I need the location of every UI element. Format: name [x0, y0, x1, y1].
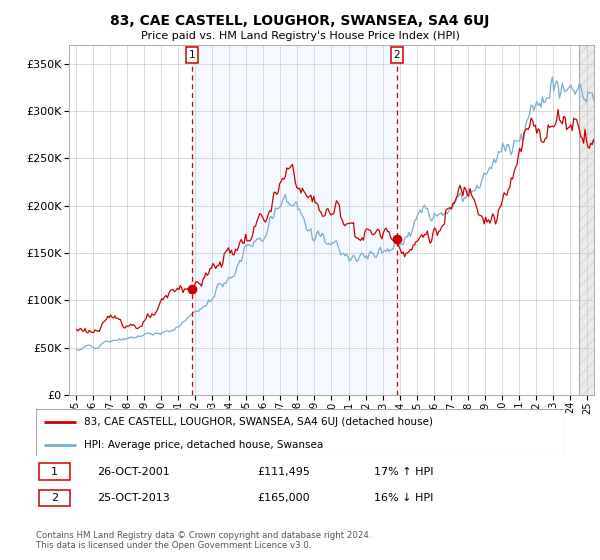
Text: 17% ↑ HPI: 17% ↑ HPI: [374, 466, 433, 477]
Text: 26-OCT-2001: 26-OCT-2001: [97, 466, 169, 477]
Text: Contains HM Land Registry data © Crown copyright and database right 2024.
This d: Contains HM Land Registry data © Crown c…: [36, 531, 371, 550]
Text: £111,495: £111,495: [258, 466, 311, 477]
FancyBboxPatch shape: [38, 463, 70, 480]
Text: Price paid vs. HM Land Registry's House Price Index (HPI): Price paid vs. HM Land Registry's House …: [140, 31, 460, 41]
Text: HPI: Average price, detached house, Swansea: HPI: Average price, detached house, Swan…: [83, 440, 323, 450]
Text: 83, CAE CASTELL, LOUGHOR, SWANSEA, SA4 6UJ (detached house): 83, CAE CASTELL, LOUGHOR, SWANSEA, SA4 6…: [83, 417, 433, 427]
FancyBboxPatch shape: [38, 490, 70, 506]
Text: 1: 1: [189, 50, 196, 60]
Bar: [578, 45, 596, 395]
Text: 83, CAE CASTELL, LOUGHOR, SWANSEA, SA4 6UJ: 83, CAE CASTELL, LOUGHOR, SWANSEA, SA4 6…: [110, 14, 490, 28]
Bar: [192, 45, 397, 395]
Text: 25-OCT-2013: 25-OCT-2013: [97, 493, 169, 503]
FancyBboxPatch shape: [36, 409, 564, 456]
Text: 1: 1: [51, 466, 58, 477]
Text: 2: 2: [51, 493, 58, 503]
Text: 2: 2: [394, 50, 400, 60]
Text: 16% ↓ HPI: 16% ↓ HPI: [374, 493, 433, 503]
Text: £165,000: £165,000: [258, 493, 310, 503]
